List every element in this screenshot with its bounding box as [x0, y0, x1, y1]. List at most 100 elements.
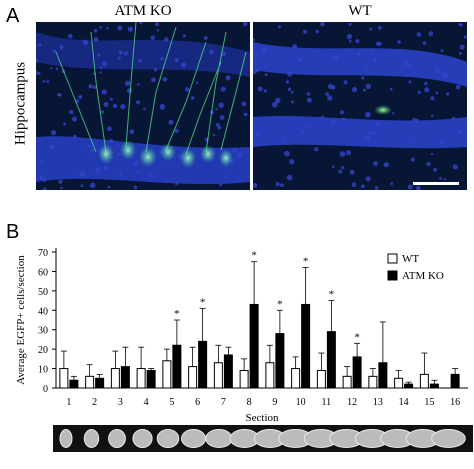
- nucleus-dot: [443, 178, 447, 181]
- nucleus-dot: [290, 90, 294, 94]
- nucleus-dot: [390, 182, 394, 186]
- y-tick-label: 40: [38, 306, 48, 317]
- bar-wt: [85, 375, 95, 389]
- y-tick-label: 70: [38, 248, 48, 259]
- nucleus-dot: [330, 120, 336, 125]
- nucleus-dot: [107, 185, 111, 189]
- significance-star: *: [200, 296, 206, 308]
- nucleus-dot: [459, 51, 462, 55]
- nucleus-dot: [430, 114, 434, 118]
- nucleus-dot: [78, 95, 83, 99]
- nucleus-dot: [314, 147, 319, 152]
- nucleus-dot: [275, 97, 281, 104]
- nucleus-dot: [257, 86, 263, 92]
- nucleus-dot: [117, 152, 121, 157]
- nucleus-dot: [60, 186, 63, 190]
- nucleus-dot: [160, 56, 164, 61]
- nucleus-dot: [389, 87, 393, 91]
- nucleus-dot: [332, 165, 335, 168]
- atm-ko-micrograph: [36, 22, 250, 190]
- nucleus-dot: [442, 72, 449, 79]
- nucleus-dot: [73, 134, 77, 139]
- panel-a-letter: A: [6, 5, 20, 27]
- brain-section-7: [205, 429, 233, 448]
- nucleus-dot: [272, 101, 278, 108]
- significance-star: *: [251, 250, 257, 262]
- nucleus-dot: [143, 107, 146, 111]
- nucleus-dot: [88, 84, 93, 89]
- bar-wt: [368, 375, 378, 389]
- nucleus-dot: [184, 87, 190, 92]
- nucleus-dot: [225, 175, 228, 178]
- nucleus-dot: [181, 62, 187, 68]
- x-tick-label: 9: [272, 397, 277, 408]
- nucleus-dot: [287, 87, 292, 92]
- egfp-cells: [98, 140, 233, 168]
- nucleus-dot: [365, 111, 371, 118]
- nucleus-dot: [150, 35, 155, 40]
- nucleus-dot: [218, 102, 224, 108]
- nucleus-dot: [416, 185, 421, 190]
- nucleus-dot: [351, 182, 357, 187]
- nucleus-dot: [364, 135, 370, 141]
- x-tick-label: 8: [247, 397, 252, 408]
- nucleus-dot: [455, 84, 461, 90]
- nucleus-dot: [263, 89, 268, 93]
- nucleus-dot: [82, 39, 89, 45]
- nucleus-dot: [182, 34, 186, 38]
- bar-wt: [188, 366, 198, 389]
- nucleus-dot: [243, 112, 248, 117]
- nucleus-dot: [255, 68, 260, 73]
- nucleus-dot: [407, 184, 413, 190]
- nucleus-dot: [275, 182, 280, 187]
- nucleus-dot: [107, 126, 112, 132]
- nucleus-dot: [164, 37, 169, 42]
- x-axis-label: Section: [246, 412, 279, 424]
- nucleus-dot: [237, 152, 243, 158]
- nucleus-dot: [219, 183, 223, 187]
- brain-section-16: [431, 429, 466, 448]
- y-tick-label: 0: [43, 384, 48, 395]
- nucleus-dot: [292, 44, 298, 49]
- nucleus-dot: [42, 178, 47, 182]
- nucleus-dot: [151, 77, 156, 83]
- nucleus-dot: [168, 119, 174, 125]
- nucleus-dot: [37, 71, 41, 75]
- nucleus-dot: [137, 83, 140, 86]
- nucleus-dot: [464, 35, 467, 39]
- wt-title: WT: [348, 3, 372, 19]
- nucleus-dot: [424, 87, 430, 93]
- nucleus-dot: [417, 90, 421, 95]
- wt-micrograph-svg: [253, 22, 467, 190]
- nucleus-dot: [212, 133, 216, 137]
- nucleus-dot: [348, 22, 352, 26]
- nucleus-dot: [117, 25, 123, 31]
- nucleus-dot: [412, 117, 417, 122]
- nucleus-dot: [126, 87, 133, 94]
- nucleus-dot: [339, 110, 345, 115]
- x-tick-label: 3: [118, 397, 123, 408]
- nucleus-dot: [366, 131, 371, 135]
- nucleus-dot: [351, 86, 358, 93]
- nucleus-dot: [303, 29, 308, 34]
- bar-wt: [110, 368, 120, 389]
- nucleus-dot: [339, 151, 346, 157]
- x-tick-label: 2: [92, 397, 97, 408]
- nucleus-dot: [136, 100, 141, 105]
- bar-atm-ko: [146, 370, 156, 389]
- nucleus-dot: [341, 117, 346, 122]
- nucleus-dot: [219, 115, 225, 120]
- x-tick-label: 11: [322, 397, 332, 408]
- nucleus-dot: [369, 49, 373, 53]
- nucleus-dot: [203, 36, 208, 40]
- brain-section-2: [83, 429, 100, 448]
- nucleus-dot: [215, 107, 218, 111]
- nucleus-dot: [97, 53, 101, 57]
- nucleus-dot: [264, 73, 268, 77]
- nucleus-dot: [446, 92, 450, 96]
- nucleus-dot: [426, 161, 431, 166]
- legend-swatch: [387, 270, 398, 281]
- nucleus-dot: [435, 91, 439, 95]
- brain-section-6: [181, 429, 206, 448]
- nucleus-dot: [72, 116, 77, 122]
